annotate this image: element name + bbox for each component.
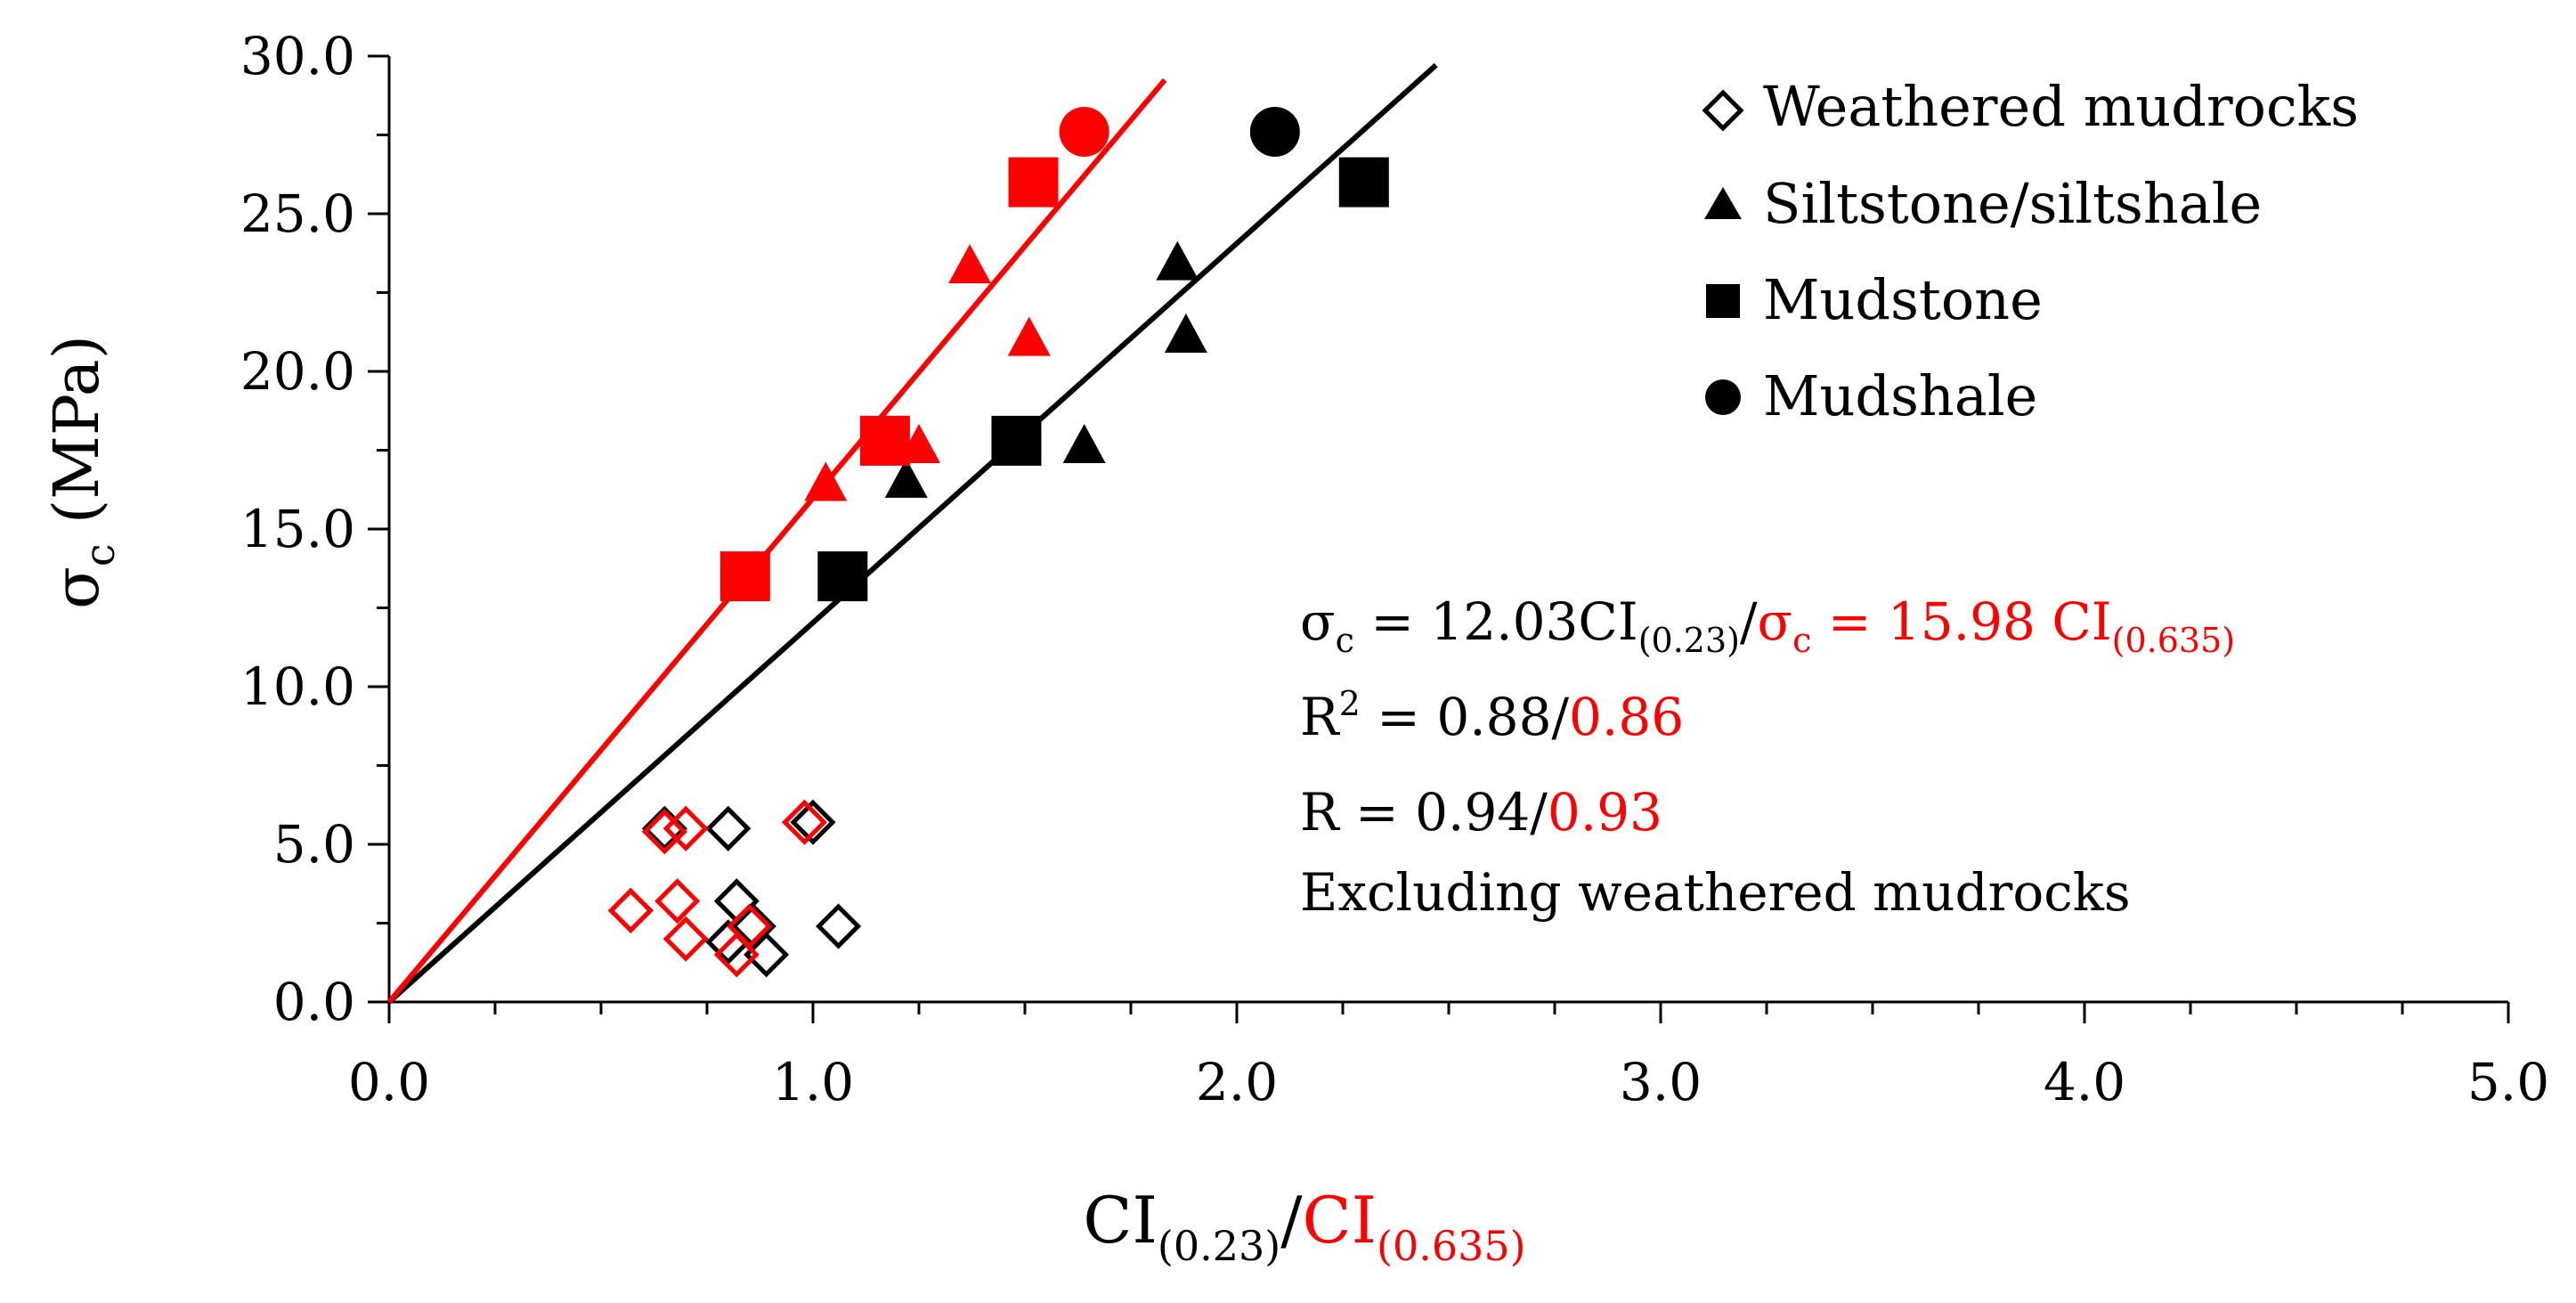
- y-tick-label: 10.0: [240, 656, 355, 717]
- weathered-point-ci0635: [654, 878, 701, 924]
- siltstone-point-ci0635: [948, 244, 992, 284]
- mudstone-point-ci0635: [1008, 157, 1059, 208]
- x-axis-label-slash: /: [1280, 1183, 1303, 1258]
- legend-label-siltstone: Siltstone/siltshale: [1763, 171, 2262, 236]
- x-tick-label: 1.0: [772, 1052, 854, 1112]
- legend: Weathered mudrocks Siltstone/siltshale M…: [1702, 74, 2359, 428]
- weathered-point-ci0635: [727, 903, 773, 949]
- fit-lines: [386, 62, 1438, 1005]
- eq-red-ci-sub: (0.635): [2112, 621, 2235, 660]
- x-tick-label: 2.0: [1196, 1052, 1278, 1112]
- legend-label-weathered: Weathered mudrocks: [1763, 74, 2359, 139]
- siltstone-point-ci0635: [1007, 316, 1051, 356]
- eq-black-ci-sub: (0.23): [1638, 621, 1740, 660]
- weathered-point-ci023: [705, 805, 752, 851]
- equation-line: σc = 12.03CI(0.23)/σc = 15.98 CI(0.635): [1300, 591, 2235, 660]
- weathered-point-ci0635: [662, 805, 709, 851]
- legend-item-mudshale: Mudshale: [1705, 363, 2037, 428]
- x-axis-label-ci023-sub: (0.23): [1158, 1222, 1280, 1270]
- eq-red-text: = 15.98 CI: [1811, 591, 2111, 652]
- legend-marker-circle-icon: [1705, 379, 1741, 415]
- mudshale-point-ci0635: [1059, 106, 1109, 157]
- x-tick-label: 0.0: [348, 1052, 430, 1112]
- legend-item-mudstone: Mudstone: [1706, 267, 2043, 332]
- siltstone-point-ci023: [1164, 314, 1207, 354]
- siltstone-point-ci0635: [804, 461, 848, 501]
- weathered-point-ci0635: [662, 916, 709, 962]
- y-axis-label: σc (MPa): [40, 335, 124, 609]
- r2-label: R: [1300, 687, 1341, 747]
- weathered-point-ci023: [641, 805, 687, 851]
- data-points: [607, 106, 1389, 978]
- eq-slash: /: [1740, 591, 1758, 652]
- legend-item-weathered: Weathered mudrocks: [1702, 74, 2359, 139]
- mudshale-point-ci023: [1249, 106, 1300, 157]
- r2-value-black: = 0.88/: [1361, 687, 1570, 747]
- siltstone-point-ci023: [1062, 423, 1106, 463]
- weathered-point-ci023: [816, 903, 862, 949]
- siltstone-point-ci023: [1156, 240, 1199, 281]
- eq-red-sigma: σ: [1758, 591, 1793, 652]
- y-tick-label: 20.0: [240, 341, 355, 402]
- legend-item-siltstone: Siltstone/siltshale: [1704, 171, 2262, 236]
- r2-value-red: 0.86: [1569, 687, 1684, 747]
- x-tick-label: 4.0: [2044, 1052, 2125, 1112]
- mudstone-point-ci023: [1338, 157, 1389, 208]
- fit-line-ci0635: [386, 77, 1167, 1004]
- r2-sup: 2: [1339, 684, 1361, 723]
- y-tick-label: 0.0: [273, 972, 355, 1032]
- siltstone-point-ci023: [884, 458, 928, 498]
- y-axis-label-sub: c: [76, 543, 124, 566]
- r-line: R = 0.94/0.93: [1300, 782, 1662, 843]
- weathered-point-ci023: [607, 887, 654, 933]
- x-tick-label: 5.0: [2467, 1052, 2549, 1112]
- r-squared-line: R2 = 0.88/0.86: [1300, 684, 1684, 747]
- regression-annotation: σc = 12.03CI(0.23)/σc = 15.98 CI(0.635) …: [1300, 591, 2235, 923]
- axes: [368, 54, 2510, 1023]
- x-tick-label: 3.0: [1620, 1052, 1702, 1112]
- legend-marker-square-icon: [1706, 284, 1740, 318]
- eq-black-sigma-sub: c: [1336, 621, 1354, 660]
- eq-red-sigma-sub: c: [1792, 621, 1811, 660]
- legend-label-mudstone: Mudstone: [1763, 267, 2043, 332]
- r-value-red: 0.93: [1548, 782, 1662, 843]
- r-label: R = 0.94/: [1300, 782, 1548, 843]
- weathered-point-ci023: [790, 799, 836, 845]
- weathered-point-ci0635: [641, 809, 687, 855]
- x-axis-label: CI(0.23)/CI(0.635): [1083, 1183, 1525, 1270]
- y-tick-label: 15.0: [240, 499, 355, 559]
- mudstone-point-ci023: [817, 551, 868, 602]
- fit-line-ci023: [386, 62, 1438, 1005]
- y-tick-label: 5.0: [273, 814, 355, 875]
- legend-label-mudshale: Mudshale: [1763, 363, 2037, 428]
- x-axis-label-ci023: CI: [1083, 1183, 1158, 1258]
- eq-black-text: = 12.03CI: [1354, 591, 1638, 652]
- weathered-point-ci023: [744, 932, 790, 978]
- x-axis-label-ci0635: CI: [1303, 1183, 1377, 1258]
- weathered-point-ci023: [713, 878, 760, 924]
- y-tick-label: 25.0: [240, 183, 355, 244]
- legend-marker-diamond-icon: [1702, 89, 1744, 132]
- eq-black-sigma: σ: [1300, 591, 1336, 652]
- x-axis-label-ci0635-sub: (0.635): [1377, 1222, 1526, 1270]
- y-axis-label-unit: (MPa): [40, 335, 113, 543]
- y-axis-label-sigma: σ: [40, 566, 113, 609]
- exclusion-note: Excluding weathered mudrocks: [1300, 862, 2131, 923]
- y-tick-label: 30.0: [240, 26, 355, 86]
- weathered-point-ci0635: [781, 799, 828, 845]
- weathered-point-ci0635: [607, 887, 654, 933]
- mudstone-point-ci0635: [859, 415, 910, 466]
- tick-labels: 0.0 1.0 2.0 3.0 4.0 5.0 0.0 5.0 10.0 15.0 20.0 25.0…: [240, 26, 2549, 1112]
- mudstone-point-ci0635: [719, 551, 770, 602]
- mudstone-point-ci023: [991, 415, 1042, 466]
- legend-marker-triangle-icon: [1704, 187, 1742, 219]
